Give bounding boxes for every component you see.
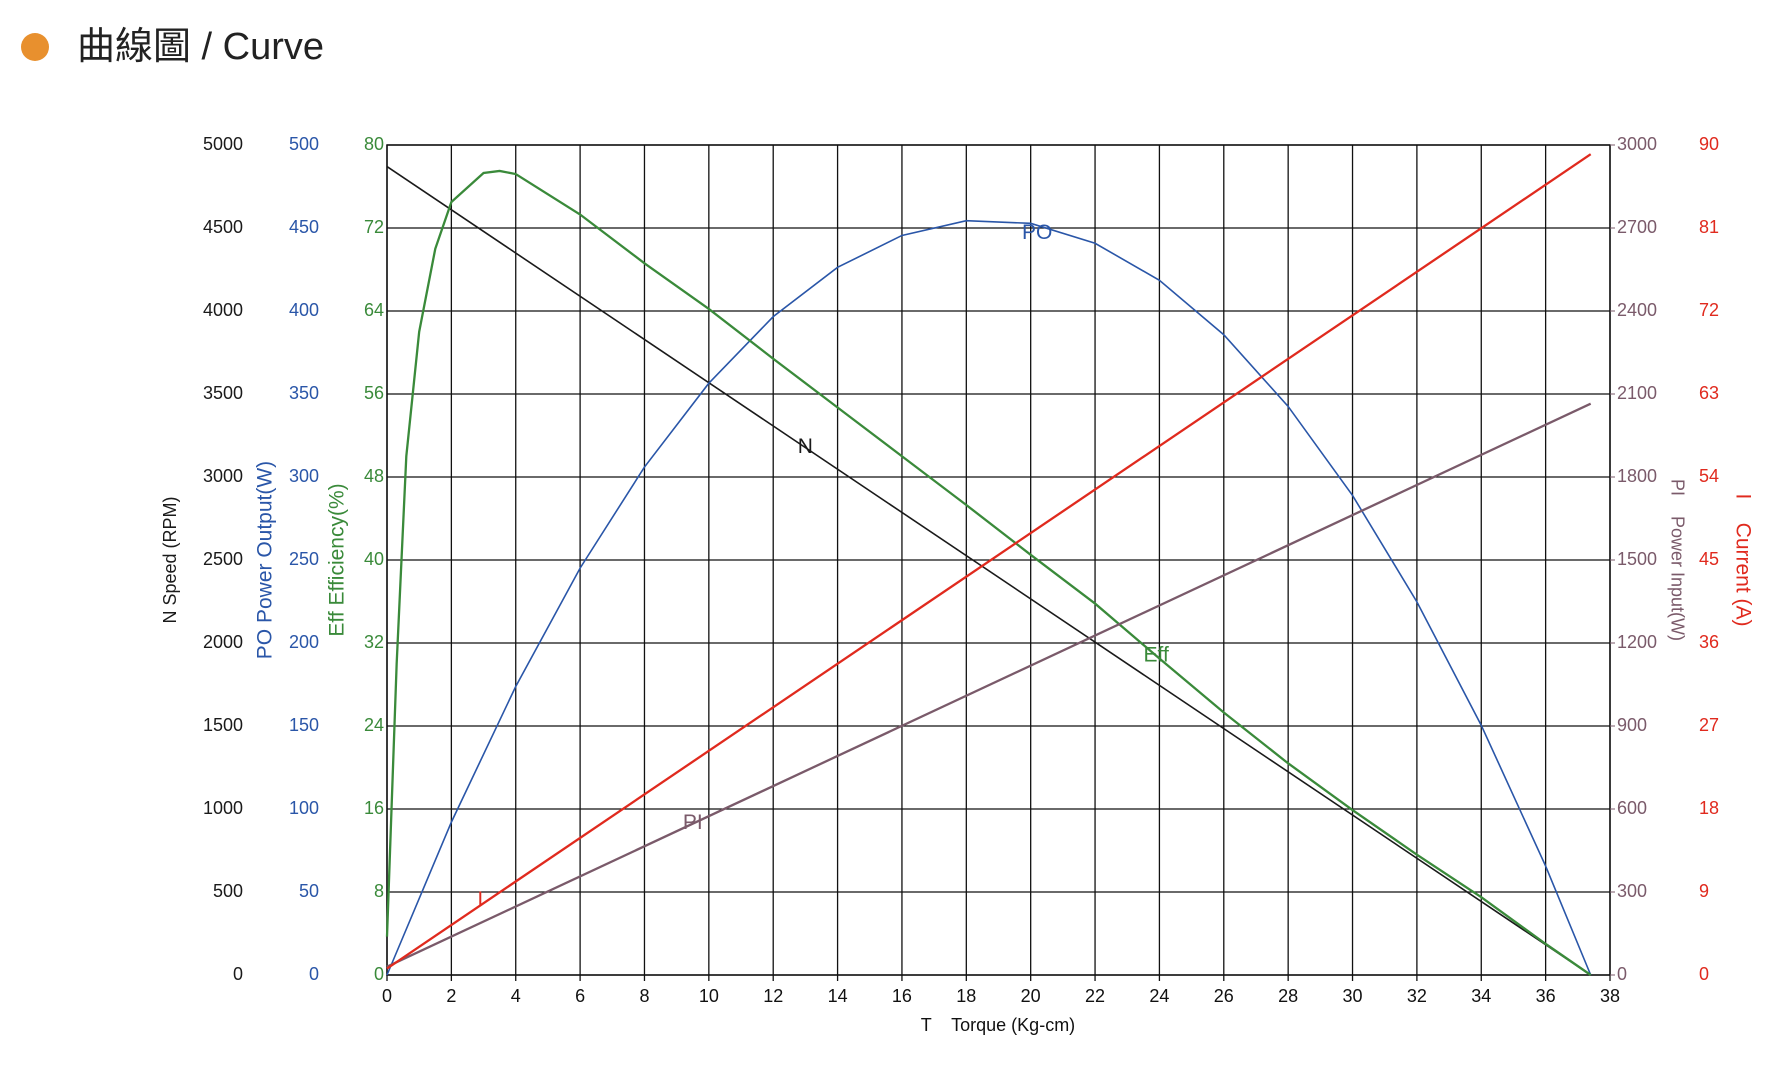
x-tick-label: 20 [1021, 986, 1041, 1006]
series-line [386, 402, 1592, 968]
y-tick-label: 56 [364, 383, 384, 403]
y-tick-label: 0 [374, 964, 384, 984]
y-tick-label: 100 [289, 798, 319, 818]
y-tick-label: 90 [1699, 134, 1719, 154]
y-tick-label: 1500 [1617, 549, 1657, 569]
y-tick-label: 2100 [1617, 383, 1657, 403]
y-tick-label: 300 [1617, 881, 1647, 901]
y-axis-title: PO Power Output(W) [254, 461, 277, 659]
y-tick-label: 40 [364, 549, 384, 569]
y-tick-label: 2500 [203, 549, 243, 569]
series-label: PI [683, 811, 703, 834]
x-tick-label: 28 [1278, 986, 1298, 1006]
y-tick-label: 450 [289, 217, 319, 237]
series-label: N [798, 435, 813, 458]
title-bullet [21, 33, 49, 61]
y-tick-label: 5000 [203, 134, 243, 154]
y-tick-label: 250 [289, 549, 319, 569]
y-tick-label: 900 [1617, 715, 1647, 735]
y-tick-label: 80 [364, 134, 384, 154]
y-tick-label: 50 [299, 881, 319, 901]
y-tick-label: 3000 [1617, 134, 1657, 154]
y-tick-label: 1200 [1617, 632, 1657, 652]
page-title: 曲線圖 / Curve [77, 26, 324, 68]
y-tick-label: 32 [364, 632, 384, 652]
series-line [386, 165, 1592, 976]
y-axis-title: I Current (A) [1731, 493, 1754, 626]
y-tick-label: 72 [1699, 300, 1719, 320]
x-tick-label: 16 [892, 986, 912, 1006]
y-tick-label: 4500 [203, 217, 243, 237]
x-tick-label: 24 [1149, 986, 1169, 1006]
y-axis-title: PI Power Input(W) [1667, 479, 1687, 641]
y-axis-title: N Speed (RPM) [160, 496, 180, 623]
y-tick-label: 600 [1617, 798, 1647, 818]
x-tick-label: 32 [1407, 986, 1427, 1006]
y-tick-label: 36 [1699, 632, 1719, 652]
y-tick-label: 72 [364, 217, 384, 237]
y-tick-label: 0 [233, 964, 243, 984]
series-label: PO [1022, 221, 1052, 244]
x-tick-label: 2 [446, 986, 456, 1006]
y-tick-label: 400 [289, 300, 319, 320]
y-tick-label: 63 [1699, 383, 1719, 403]
y-tick-label: 2700 [1617, 217, 1657, 237]
series-line [386, 219, 1592, 976]
y-tick-label: 1000 [203, 798, 243, 818]
y-tick-label: 8 [374, 881, 384, 901]
y-tick-label: 1800 [1617, 466, 1657, 486]
y-tick-label: 500 [289, 134, 319, 154]
x-tick-label: 22 [1085, 986, 1105, 1006]
y-axis-title: Eff Efficiency(%) [326, 483, 349, 636]
y-tick-label: 18 [1699, 798, 1719, 818]
series-line [386, 153, 1592, 970]
series-line [385, 169, 1592, 976]
y-tick-label: 350 [289, 383, 319, 403]
x-tick-label: 34 [1471, 986, 1491, 1006]
y-tick-label: 24 [364, 715, 384, 735]
y-tick-label: 150 [289, 715, 319, 735]
y-tick-label: 81 [1699, 217, 1719, 237]
x-axis-title: T Torque (Kg-cm) [921, 1015, 1075, 1035]
x-tick-label: 26 [1214, 986, 1234, 1006]
y-tick-label: 200 [289, 632, 319, 652]
y-tick-label: 300 [289, 466, 319, 486]
x-tick-label: 14 [828, 986, 848, 1006]
x-tick-label: 4 [511, 986, 521, 1006]
y-tick-label: 3500 [203, 383, 243, 403]
y-tick-label: 500 [213, 881, 243, 901]
series-label: Eff [1144, 643, 1169, 666]
y-tick-label: 2400 [1617, 300, 1657, 320]
y-tick-label: 64 [364, 300, 384, 320]
y-tick-label: 54 [1699, 466, 1719, 486]
x-tick-label: 18 [956, 986, 976, 1006]
y-tick-label: 0 [1617, 964, 1627, 984]
x-tick-label: 0 [382, 986, 392, 1006]
x-tick-label: 6 [575, 986, 585, 1006]
y-tick-label: 2000 [203, 632, 243, 652]
y-tick-label: 48 [364, 466, 384, 486]
y-tick-label: 16 [364, 798, 384, 818]
y-tick-label: 9 [1699, 881, 1709, 901]
y-tick-label: 27 [1699, 715, 1719, 735]
x-tick-label: 38 [1600, 986, 1620, 1006]
y-tick-label: 45 [1699, 549, 1719, 569]
series-label: I [477, 888, 483, 911]
x-tick-label: 10 [699, 986, 719, 1006]
x-tick-label: 8 [639, 986, 649, 1006]
y-tick-label: 3000 [203, 466, 243, 486]
y-tick-label: 0 [309, 964, 319, 984]
x-tick-label: 12 [763, 986, 783, 1006]
y-tick-label: 0 [1699, 964, 1709, 984]
y-tick-label: 4000 [203, 300, 243, 320]
y-tick-label: 1500 [203, 715, 243, 735]
x-tick-label: 30 [1343, 986, 1363, 1006]
x-tick-label: 36 [1536, 986, 1556, 1006]
